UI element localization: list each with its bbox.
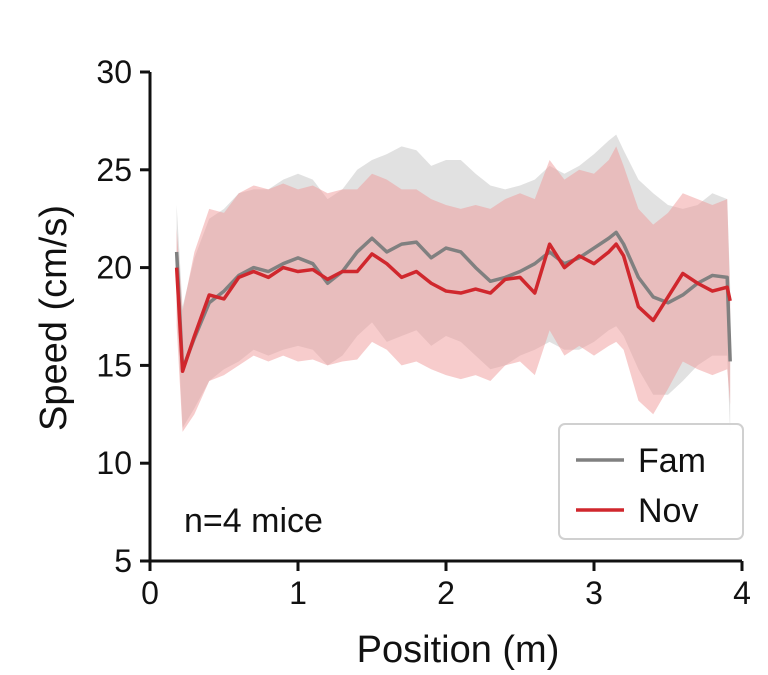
band-nov [176,146,731,432]
x-tick-label: 4 [733,575,751,611]
x-tick-label: 1 [289,575,307,611]
x-axis-title: Position (m) [357,629,560,671]
y-tick-label: 5 [114,543,132,579]
mean-lines [174,230,732,374]
y-tick-label: 10 [96,445,132,481]
y-tick-label: 15 [96,347,132,383]
legend-label-fam: Fam [638,442,706,480]
x-axis-ticks: 0 1 2 3 4 [141,561,751,611]
confidence-bands [176,134,731,434]
legend: Fam Nov [558,423,744,540]
line-fam [174,230,732,372]
x-tick-label: 2 [437,575,455,611]
sample-size-annotation: n=4 mice [184,502,323,540]
y-tick-label: 30 [96,54,132,90]
y-tick-label: 20 [96,250,132,286]
y-tick-label: 25 [96,152,132,188]
line-nov [174,242,732,374]
x-tick-label: 3 [585,575,603,611]
legend-label-nov: Nov [638,492,698,530]
x-tick-label: 0 [141,575,159,611]
y-axis-ticks: 5 10 15 20 25 30 [96,54,150,579]
y-axis-title: Speed (cm/s) [33,205,75,431]
